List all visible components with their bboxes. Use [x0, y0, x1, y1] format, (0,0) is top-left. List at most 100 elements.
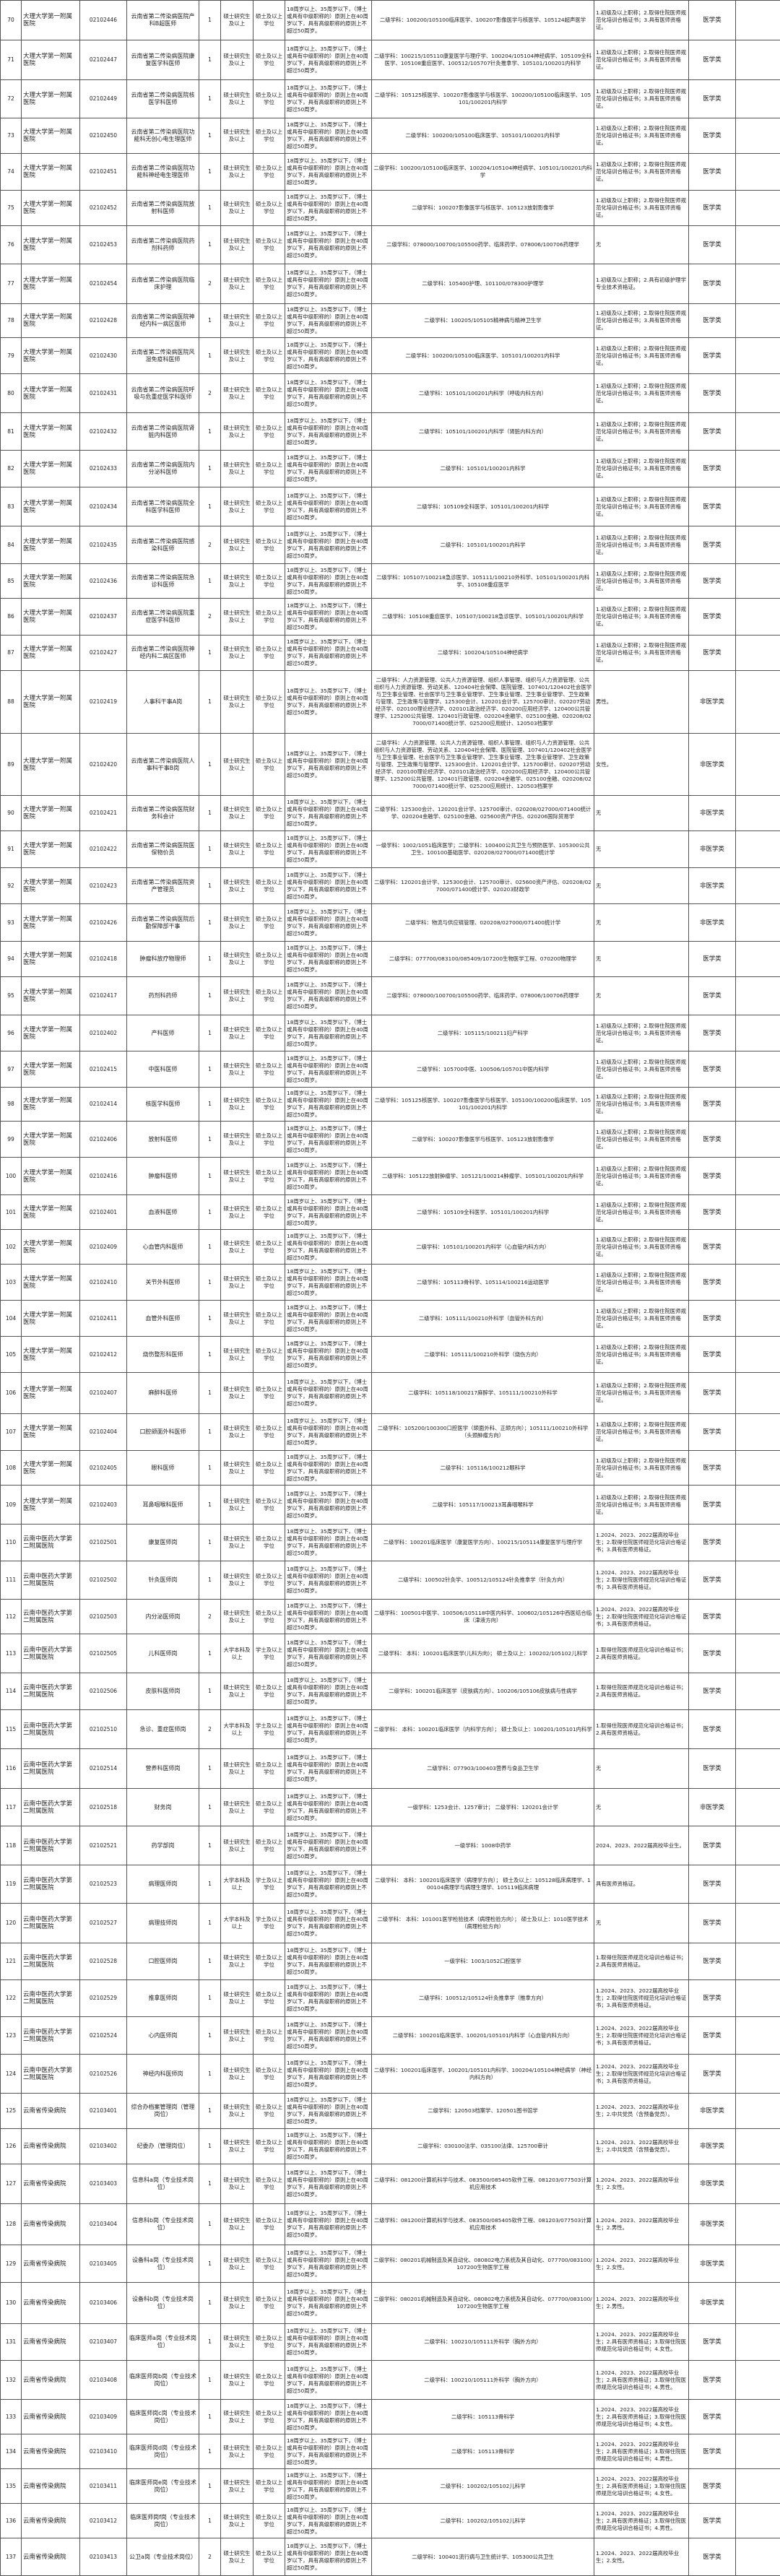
post-code-cell: 02102518 [80, 1789, 127, 1826]
row-number-cell: 120 [1, 1904, 22, 1943]
remarks-cell [736, 1943, 780, 1980]
major-requirement-cell: 二级学科：105117/100213耳鼻咽喉科学 [372, 1486, 594, 1525]
degree-requirement-cell: 硕士及以上学位 [254, 1195, 285, 1230]
major-requirement-cell: 二级学科：105116/100212眼科学 [372, 1451, 594, 1486]
age-requirement-cell: 18周岁以上、35周岁以下，（博士或具有中级职称的）原则上在40周岁以下，具有高… [285, 1088, 372, 1122]
employer-unit-cell: 云南省传染病院 [22, 2504, 80, 2538]
hire-count-cell: 1 [199, 2129, 221, 2164]
education-requirement-cell: 硕士研究生及以上 [221, 40, 254, 80]
age-requirement-cell: 18周岁以上、35周岁以下，（博士或具有中级职称的）原则上在40周岁以下，具有高… [285, 1710, 372, 1749]
post-code-cell: 02102447 [80, 40, 127, 80]
education-requirement-cell: 硕士研究生及以上 [221, 1122, 254, 1158]
row-number-cell: 127 [1, 2164, 22, 2204]
post-code-cell: 02102436 [80, 564, 127, 599]
employer-unit-cell: 大理大学第一附属医院 [22, 734, 80, 796]
post-code-cell: 02102414 [80, 1088, 127, 1122]
hire-count-cell: 1 [199, 338, 221, 374]
degree-requirement-cell: 硕士及以上学位 [254, 2129, 285, 2164]
employer-unit-cell: 云南省传染病院 [22, 2204, 80, 2245]
post-code-cell: 02102514 [80, 1749, 127, 1789]
post-code-cell: 02102434 [80, 487, 127, 526]
hire-count-cell: 1 [199, 2017, 221, 2055]
other-conditions-cell: 1.初级及以上职称；2.取得住院医师规范化培训合格证书；3.具有医师资格证。 [594, 526, 689, 564]
row-number-cell: 70 [1, 1, 22, 40]
hire-count-cell: 2 [199, 1710, 221, 1749]
post-code-cell: 02102432 [80, 413, 127, 451]
post-name-cell: 烧伤整形科医师 [127, 1337, 199, 1373]
hire-count-cell: 1 [199, 80, 221, 118]
age-requirement-cell: 18周岁以上、35周岁以下，（博士或具有中级职称的）原则上在40周岁以下，具有高… [285, 2283, 372, 2324]
education-requirement-cell: 硕士研究生及以上 [221, 1451, 254, 1486]
post-code-cell: 02102411 [80, 1301, 127, 1337]
remarks-cell [736, 1826, 780, 1865]
education-requirement-cell: 大学本科及以上 [221, 1904, 254, 1943]
other-conditions-cell: 1.2024、2023、2022届高校毕业生；2.具有医师资格证；3.取得住院医… [594, 2400, 689, 2434]
post-name-cell: 药剂科药师 [127, 977, 199, 1015]
age-requirement-cell: 18周岁以上、35周岁以下，（博士或具有中级职称的）原则上在40周岁以下，具有高… [285, 599, 372, 636]
remarks-cell [736, 1980, 780, 2017]
post-category-cell: 医学类 [689, 1195, 736, 1230]
age-requirement-cell: 18周岁以上、35周岁以下，（博士或具有中级职称的）原则上在40周岁以下，具有高… [285, 2094, 372, 2129]
education-requirement-cell: 硕士研究生及以上 [221, 1789, 254, 1826]
remarks-cell [736, 40, 780, 80]
post-name-cell: 设备科a岗（专业技术岗位） [127, 2245, 199, 2283]
remarks-cell [736, 226, 780, 264]
employer-unit-cell: 云南中医药大学第二附属医院 [22, 1865, 80, 1904]
hire-count-cell: 1 [199, 1486, 221, 1525]
hire-count-cell: 1 [199, 636, 221, 671]
age-requirement-cell: 18周岁以上、35周岁以下，（博士或具有中级职称的）原则上在40周岁以下，具有高… [285, 564, 372, 599]
degree-requirement-cell: 硕士及以上学位 [254, 2400, 285, 2434]
post-code-cell: 02102423 [80, 868, 127, 904]
employer-unit-cell: 大理大学第一附属医院 [22, 304, 80, 338]
post-code-cell: 02103407 [80, 2324, 127, 2361]
remarks-cell [736, 1230, 780, 1265]
hire-count-cell: 1 [199, 1015, 221, 1051]
degree-requirement-cell: 硕士及以上学位 [254, 904, 285, 942]
post-code-cell: 02102404 [80, 1414, 127, 1451]
post-category-cell: 非医学类 [689, 2245, 736, 2283]
age-requirement-cell: 18周岁以上、35周岁以下，（博士或具有中级职称的）原则上在40周岁以下，具有高… [285, 118, 372, 154]
remarks-cell [736, 2055, 780, 2094]
post-code-cell: 02102453 [80, 226, 127, 264]
post-name-cell: 云南省第二传染病医院临床护理 [127, 264, 199, 304]
post-code-cell: 02102529 [80, 1980, 127, 2017]
major-requirement-cell: 二级学科：105101/100201内科学 [372, 451, 594, 487]
education-requirement-cell: 硕士研究生及以上 [221, 1051, 254, 1088]
post-name-cell: 内分泌医师岗 [127, 1600, 199, 1634]
age-requirement-cell: 18周岁以上、35周岁以下，（博士或具有中级职称的）原则上在40周岁以下，具有高… [285, 1337, 372, 1373]
major-requirement-cell: 二级学科：100202/105102儿科学 [372, 2504, 594, 2538]
employer-unit-cell: 大理大学第一附属医院 [22, 264, 80, 304]
post-category-cell: 医学类 [689, 1230, 736, 1265]
row-number-cell: 111 [1, 1561, 22, 1600]
other-conditions-cell: 无 [594, 226, 689, 264]
row-number-cell: 86 [1, 599, 22, 636]
employer-unit-cell: 大理大学第一附属医院 [22, 191, 80, 226]
post-code-cell: 02102417 [80, 977, 127, 1015]
remarks-cell [736, 1904, 780, 1943]
hire-count-cell: 1 [199, 1414, 221, 1451]
remarks-cell [736, 2504, 780, 2538]
hire-count-cell: 1 [199, 977, 221, 1015]
post-name-cell: 血液科医师 [127, 1195, 199, 1230]
post-code-cell: 02102528 [80, 1943, 127, 1980]
education-requirement-cell: 硕士研究生及以上 [221, 2164, 254, 2204]
post-name-cell: 肿瘤科放疗物理师 [127, 942, 199, 977]
employer-unit-cell: 云南省传染病院 [22, 2434, 80, 2469]
other-conditions-cell: 1.初级及以上职称；2.取得住院医师规范化培训合格证书；3.具有医师资格证。 [594, 1451, 689, 1486]
degree-requirement-cell: 硕士及以上学位 [254, 2204, 285, 2245]
post-category-cell: 医学类 [689, 1561, 736, 1600]
major-requirement-cell: 二级学科：077700/083100/085409/107200生物医学工程、0… [372, 942, 594, 977]
post-code-cell: 02102403 [80, 1486, 127, 1525]
major-requirement-cell: 二级学科：100200/105100临床医学、100207影像医学与核医学、10… [372, 1, 594, 40]
post-name-cell: 针灸医师岗 [127, 1561, 199, 1600]
degree-requirement-cell: 硕士及以上学位 [254, 1789, 285, 1826]
post-category-cell: 医学类 [689, 1600, 736, 1634]
